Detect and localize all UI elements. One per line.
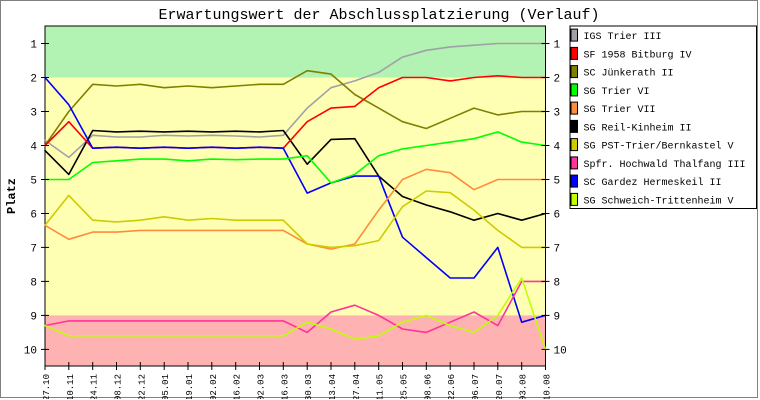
svg-text:02.02: 02.02 (209, 374, 219, 399)
svg-text:08.06: 08.06 (423, 374, 433, 399)
svg-text:10.08: 10.08 (543, 374, 553, 399)
svg-text:05.01: 05.01 (161, 374, 171, 399)
svg-text:SF 1958 Bitburg IV: SF 1958 Bitburg IV (584, 49, 692, 61)
svg-text:06.07: 06.07 (471, 374, 481, 399)
svg-text:16.02: 16.02 (233, 374, 243, 399)
svg-text:20.07: 20.07 (495, 374, 505, 399)
svg-text:08.12: 08.12 (114, 374, 124, 399)
svg-text:16.03: 16.03 (280, 374, 290, 399)
svg-text:5: 5 (554, 176, 561, 188)
svg-text:10.11: 10.11 (66, 374, 76, 399)
svg-text:6: 6 (554, 210, 561, 222)
svg-text:2: 2 (554, 74, 561, 86)
svg-text:4: 4 (554, 142, 561, 154)
svg-text:27.04: 27.04 (352, 374, 362, 399)
svg-text:4: 4 (30, 142, 37, 154)
svg-text:1: 1 (30, 40, 37, 52)
svg-text:SG Trier VII: SG Trier VII (584, 104, 656, 116)
svg-text:Platz: Platz (5, 178, 19, 214)
svg-text:Spfr. Hochwald Thalfang III: Spfr. Hochwald Thalfang III (584, 159, 746, 171)
svg-text:13.04: 13.04 (328, 374, 338, 399)
svg-text:30.03: 30.03 (304, 374, 314, 399)
svg-text:SG Schweich-Trittenheim V: SG Schweich-Trittenheim V (584, 195, 734, 207)
svg-text:25.05: 25.05 (400, 374, 410, 399)
svg-text:9: 9 (554, 311, 561, 323)
svg-text:1: 1 (554, 40, 561, 52)
svg-text:SC Jünkerath II: SC Jünkerath II (584, 68, 674, 80)
svg-text:22.06: 22.06 (447, 374, 457, 399)
svg-text:7: 7 (554, 243, 561, 255)
svg-text:19.01: 19.01 (185, 374, 195, 399)
svg-text:SG Trier VI: SG Trier VI (584, 86, 650, 98)
svg-text:3: 3 (30, 108, 37, 120)
svg-text:8: 8 (554, 277, 561, 289)
svg-text:6: 6 (30, 210, 37, 222)
svg-text:8: 8 (30, 277, 37, 289)
svg-text:IGS Trier III: IGS Trier III (584, 31, 662, 43)
svg-text:SG Reil-Kinheim II: SG Reil-Kinheim II (584, 122, 692, 134)
svg-text:24.11: 24.11 (90, 374, 100, 399)
svg-text:02.03: 02.03 (257, 374, 267, 399)
svg-text:7: 7 (30, 243, 37, 255)
svg-text:11.05: 11.05 (376, 374, 386, 399)
svg-text:10: 10 (554, 345, 567, 357)
svg-text:2: 2 (30, 74, 37, 86)
svg-text:22.12: 22.12 (137, 374, 147, 399)
svg-text:5: 5 (30, 176, 37, 188)
svg-text:9: 9 (30, 311, 37, 323)
svg-text:10: 10 (24, 345, 37, 357)
svg-text:3: 3 (554, 108, 561, 120)
svg-text:SG PST-Trier/Bernkastel V: SG PST-Trier/Bernkastel V (584, 141, 734, 153)
svg-text:SC Gardez Hermeskeil II: SC Gardez Hermeskeil II (584, 177, 722, 189)
svg-text:27.10: 27.10 (42, 374, 52, 399)
svg-text:03.08: 03.08 (519, 374, 529, 399)
